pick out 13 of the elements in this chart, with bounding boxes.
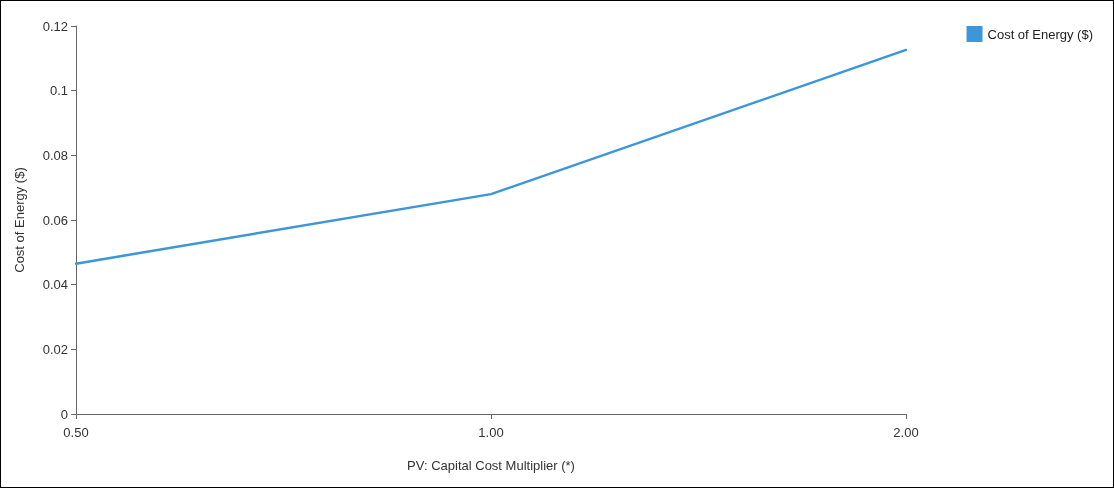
y-tick-label: 0.04 (42, 277, 68, 293)
legend-label: Cost of Energy ($) (987, 26, 1094, 42)
y-tick-label: 0 (60, 406, 68, 422)
x-axis-title: PV: Capital Cost Multiplier (*) (407, 458, 575, 473)
y-tick-label: 0.12 (42, 18, 68, 34)
x-tick-label: 0.50 (63, 425, 89, 440)
x-tick-label: 2.00 (893, 425, 919, 440)
y-tick-label: 0.06 (42, 212, 68, 228)
x-tick-label: 1.00 (478, 425, 504, 440)
y-tick-label: 0.1 (49, 83, 68, 99)
y-tick-label: 0.02 (42, 341, 68, 357)
y-axis-title: Cost of Energy ($) (12, 167, 27, 273)
y-tick-label: 0.08 (42, 147, 68, 163)
